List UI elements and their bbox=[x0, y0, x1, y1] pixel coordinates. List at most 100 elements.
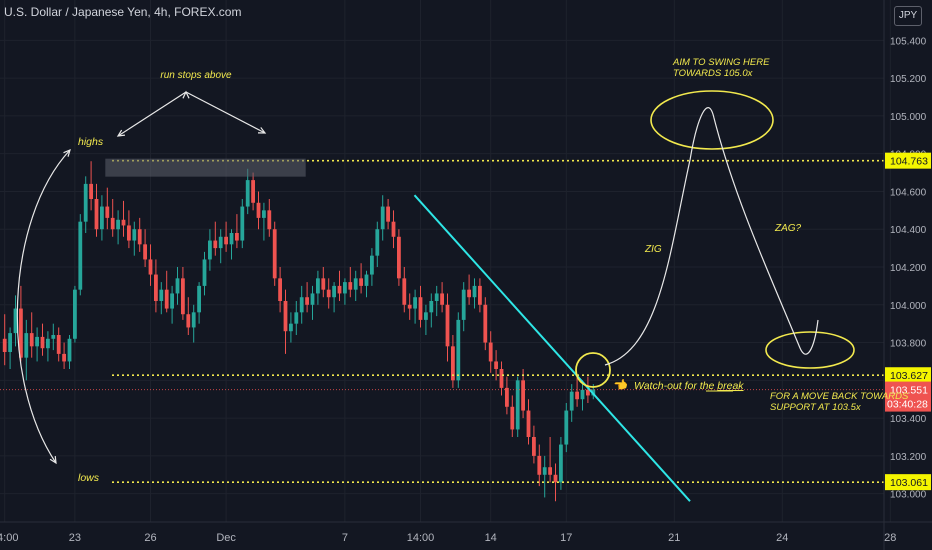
range-arrowhead-bottom bbox=[49, 455, 57, 465]
price-tick-label: 103.800 bbox=[890, 339, 927, 350]
candle-body bbox=[154, 274, 158, 301]
level-price-tag bbox=[885, 367, 931, 384]
candle-body bbox=[224, 236, 228, 245]
price-tick-label: 103.400 bbox=[890, 414, 927, 425]
watch-out-text: Watch-out for the bbox=[634, 380, 717, 392]
aim-label-line2: TOWARDS 105.0x bbox=[673, 68, 754, 79]
candle-body bbox=[353, 278, 358, 290]
candle-body bbox=[116, 219, 120, 230]
level-price-label: 104.763 bbox=[890, 156, 928, 168]
candle-body bbox=[440, 293, 444, 305]
candle-body bbox=[170, 293, 174, 309]
candle-body bbox=[127, 225, 131, 241]
candle-body bbox=[413, 297, 417, 309]
watch-out-label: Watch-out for the break bbox=[634, 380, 744, 392]
level-price-label: 103.061 bbox=[890, 477, 928, 489]
candle-body bbox=[19, 308, 23, 358]
time-tick-label: 28 bbox=[884, 532, 896, 544]
symbol-title: U.S. Dollar / Japanese Yen, 4h, FOREX.co… bbox=[4, 5, 242, 19]
candle-body bbox=[256, 202, 261, 218]
level-price-tag bbox=[885, 152, 931, 169]
candle-body bbox=[299, 297, 304, 313]
candle-body bbox=[505, 387, 509, 407]
candle-body bbox=[40, 336, 45, 349]
candle-body bbox=[83, 183, 88, 222]
stop-zone-box bbox=[105, 158, 306, 177]
candle-body bbox=[553, 474, 558, 483]
drawings bbox=[105, 158, 691, 502]
time-tick-label: 7 bbox=[342, 532, 348, 544]
candle-body bbox=[305, 297, 309, 305]
candle-body bbox=[580, 389, 585, 400]
price-tick-label: 105.200 bbox=[890, 74, 927, 85]
candle-body bbox=[483, 304, 488, 343]
candle-body bbox=[575, 391, 579, 400]
currency-badge[interactable]: JPY bbox=[894, 6, 922, 26]
candle-body bbox=[24, 333, 29, 358]
candle-body bbox=[132, 229, 137, 241]
candle-body bbox=[564, 410, 569, 445]
candle-body bbox=[283, 301, 288, 332]
time-tick-label: 17 bbox=[560, 532, 572, 544]
candle-body bbox=[262, 210, 266, 218]
candle-body bbox=[402, 278, 407, 305]
candle-body bbox=[478, 285, 482, 305]
stops-arrowhead-left bbox=[116, 129, 126, 137]
candle-body bbox=[310, 293, 315, 305]
candle-body bbox=[429, 301, 434, 313]
candle-body bbox=[251, 180, 255, 203]
price-tick-label: 104.600 bbox=[890, 187, 927, 198]
price-tick-label: 104.200 bbox=[890, 263, 927, 274]
candle-body bbox=[110, 217, 115, 230]
candle-body bbox=[67, 338, 72, 362]
aim-label-line1: AIM TO SWING HERE bbox=[672, 57, 770, 68]
candle-body bbox=[380, 206, 385, 230]
candle-body bbox=[62, 353, 66, 362]
move-back-line2: SUPPORT AT 103.5x bbox=[770, 402, 862, 413]
candle-body bbox=[272, 229, 277, 279]
price-tick-label: 104.400 bbox=[890, 225, 927, 236]
price-tick-label: 105.400 bbox=[890, 36, 927, 47]
candle-body bbox=[175, 278, 180, 294]
candle-body bbox=[370, 255, 374, 275]
stops-arrowhead-right bbox=[257, 127, 267, 134]
annotations: highs lows run stops above AIM TO SWING HER… bbox=[16, 57, 909, 484]
last-price-tag bbox=[885, 381, 931, 412]
candle-body bbox=[391, 221, 396, 237]
highs-label: highs bbox=[78, 136, 104, 148]
time-tick-label: 21 bbox=[668, 532, 680, 544]
candle-body bbox=[510, 406, 515, 430]
time-axis[interactable]: 14:00 23 26 Dec 7 14:00 14 17 21 24 28 bbox=[0, 521, 932, 544]
candle-body bbox=[467, 289, 471, 298]
candle-body bbox=[461, 289, 466, 320]
candle-body bbox=[521, 380, 525, 411]
trend-line bbox=[413, 194, 691, 502]
stops-arrow-right bbox=[185, 91, 266, 134]
candle-body bbox=[548, 467, 552, 475]
candle-body bbox=[56, 335, 61, 354]
candle-body bbox=[359, 278, 363, 286]
candle-body bbox=[332, 285, 336, 298]
candle-body bbox=[397, 236, 401, 279]
watch-out-break: break bbox=[717, 380, 744, 392]
candle-body bbox=[235, 233, 239, 241]
candle-body bbox=[434, 293, 439, 301]
candle-body bbox=[499, 369, 504, 388]
time-tick-label: 24 bbox=[776, 532, 788, 544]
countdown-label: 03:40:28 bbox=[887, 399, 928, 411]
candle-body bbox=[289, 323, 293, 332]
zag-label: ZAG? bbox=[774, 223, 802, 234]
price-axis[interactable]: 103.000103.200103.400103.600103.800104.0… bbox=[883, 0, 931, 550]
candle-body bbox=[526, 410, 531, 437]
candle-body bbox=[51, 335, 56, 339]
move-back-line1: FOR A MOVE BACK TOWARDS bbox=[770, 391, 909, 402]
pointer-emoji: 👈 bbox=[612, 378, 629, 392]
candle-body bbox=[29, 333, 34, 347]
candle-body bbox=[218, 236, 223, 249]
candle-body bbox=[89, 183, 93, 199]
price-tick-label: 103.000 bbox=[890, 490, 927, 501]
candle-body bbox=[472, 285, 477, 298]
break-circle bbox=[575, 352, 611, 388]
candle-body bbox=[213, 240, 218, 249]
